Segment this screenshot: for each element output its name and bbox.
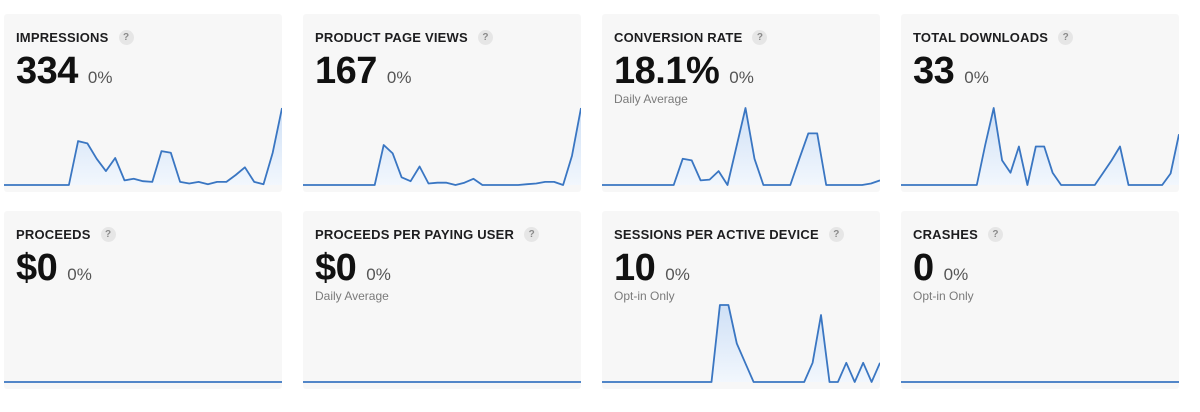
metric-subtitle: Daily Average [315,289,389,303]
metric-subtitle: Opt-in Only [913,289,974,303]
metric-value: 33 [913,50,955,92]
metric-card-proceeds[interactable]: PROCEEDS ? $0 0% [4,211,282,389]
metric-value-row: 334 0% [16,52,112,90]
metric-card-conversion-rate[interactable]: CONVERSION RATE ? 18.1% 0% Daily Average [602,14,880,192]
help-icon[interactable]: ? [100,227,116,242]
sparkline-chart [303,381,581,383]
help-icon[interactable]: ? [118,30,134,45]
metric-title: CRASHES [913,227,978,242]
metric-value-row: $0 0% [315,249,391,287]
metric-change: 0% [964,68,989,87]
help-icon[interactable]: ? [1058,30,1074,45]
metric-value: $0 [315,247,357,289]
metric-change: 0% [729,68,754,87]
metric-change: 0% [87,68,113,87]
sparkline-chart [602,304,880,383]
metric-title: CONVERSION RATE [614,30,743,45]
sparkline-area [4,108,282,185]
help-icon[interactable]: ? [828,227,844,242]
metric-value: 334 [16,50,78,92]
help-icon[interactable]: ? [524,227,540,242]
metric-value: 18.1% [614,50,720,92]
metric-card-total-downloads[interactable]: TOTAL DOWNLOADS ? 33 0% [901,14,1179,192]
metric-card-header: IMPRESSIONS ? [16,30,134,45]
sparkline-line [4,107,282,186]
metric-subtitle: Daily Average [614,92,688,106]
metric-value: $0 [16,247,58,289]
metric-card-header: PRODUCT PAGE VIEWS ? [315,30,493,45]
metric-value: 167 [315,50,377,92]
metric-change: 0% [67,265,92,284]
sparkline-line [602,107,880,186]
sparkline-line [901,107,1179,186]
metric-value-row: $0 0% [16,249,92,287]
metric-change: 0% [366,265,391,284]
metric-subtitle: Opt-in Only [614,289,675,303]
metric-card-header: CRASHES ? [913,227,1003,242]
sparkline-chart [303,107,581,186]
sparkline-area [303,108,581,185]
sparkline-chart [4,381,282,383]
metric-title: IMPRESSIONS [16,30,109,45]
metric-value-row: 0 0% [913,249,968,287]
sparkline-chart [901,107,1179,186]
sparkline-area [602,108,880,185]
metric-value-row: 18.1% 0% [614,52,754,90]
metric-value-row: 33 0% [913,52,989,90]
sparkline-line [602,304,880,383]
metric-title: SESSIONS PER ACTIVE DEVICE [614,227,819,242]
metric-change: 0% [665,265,690,284]
sparkline-chart [602,107,880,186]
metric-title: PRODUCT PAGE VIEWS [315,30,468,45]
metric-change: 0% [386,68,412,87]
metric-card-proceeds-per-paying-user[interactable]: PROCEEDS PER PAYING USER ? $0 0% Daily A… [303,211,581,389]
help-icon[interactable]: ? [477,30,493,45]
sparkline-chart [4,107,282,186]
help-icon[interactable]: ? [752,30,768,45]
metric-title: PROCEEDS [16,227,91,242]
metric-title: TOTAL DOWNLOADS [913,30,1049,45]
metric-value: 10 [614,247,656,289]
metric-card-impressions[interactable]: IMPRESSIONS ? 334 0% [4,14,282,192]
sparkline-area [602,305,880,382]
metric-value: 0 [913,247,934,289]
metric-card-header: SESSIONS PER ACTIVE DEVICE ? [614,227,844,242]
metric-value-row: 167 0% [315,52,411,90]
metric-card-header: TOTAL DOWNLOADS ? [913,30,1074,45]
metric-card-header: PROCEEDS PER PAYING USER ? [315,227,540,242]
metric-card-crashes[interactable]: CRASHES ? 0 0% Opt-in Only [901,211,1179,389]
help-icon[interactable]: ? [987,227,1003,242]
metric-title: PROCEEDS PER PAYING USER [315,227,515,242]
sparkline-line [303,107,581,186]
metric-card-header: PROCEEDS ? [16,227,116,242]
metric-value-row: 10 0% [614,249,690,287]
metric-change: 0% [943,265,969,284]
metric-card-sessions-per-active-device[interactable]: SESSIONS PER ACTIVE DEVICE ? 10 0% Opt-i… [602,211,880,389]
metric-card-product-page-views[interactable]: PRODUCT PAGE VIEWS ? 167 0% [303,14,581,192]
metric-card-header: CONVERSION RATE ? [614,30,768,45]
sparkline-chart [901,381,1179,383]
